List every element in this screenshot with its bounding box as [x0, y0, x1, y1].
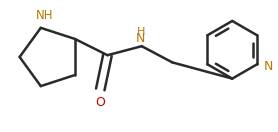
- Text: N: N: [264, 60, 273, 72]
- Text: N: N: [136, 32, 145, 45]
- Text: H: H: [136, 27, 145, 37]
- Text: O: O: [95, 96, 105, 109]
- Text: NH: NH: [36, 9, 53, 22]
